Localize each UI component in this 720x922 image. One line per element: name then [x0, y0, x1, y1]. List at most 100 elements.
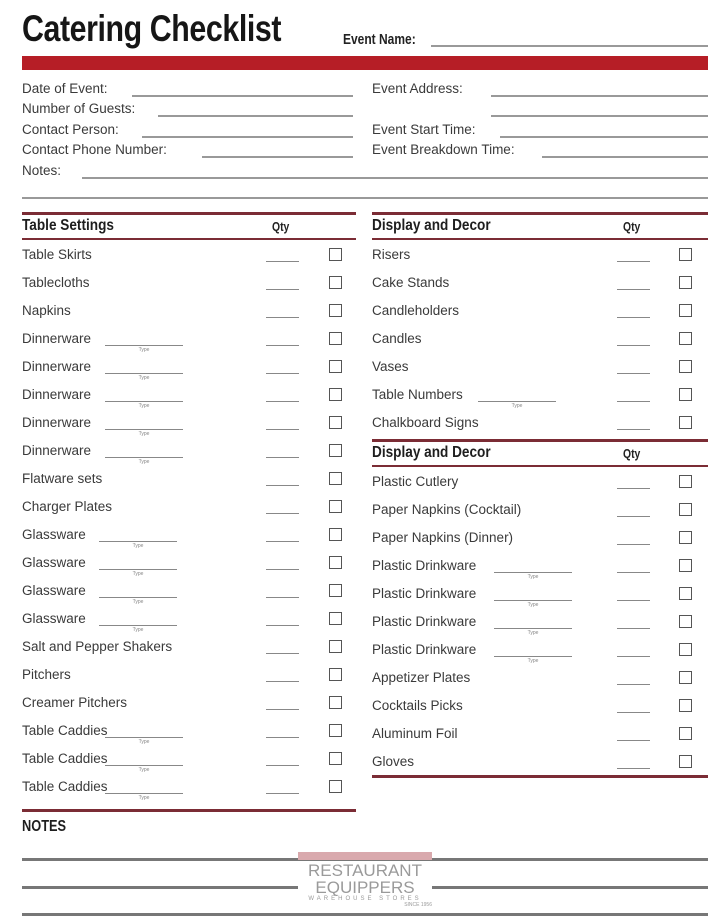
checkbox[interactable]	[329, 752, 342, 765]
qty-field[interactable]	[266, 373, 299, 374]
checkbox[interactable]	[679, 304, 692, 317]
qty-field[interactable]	[266, 485, 299, 486]
checkbox[interactable]	[679, 531, 692, 544]
qty-field[interactable]	[266, 765, 299, 766]
qty-field[interactable]	[266, 709, 299, 710]
checkbox[interactable]	[679, 503, 692, 516]
type-field[interactable]	[105, 737, 183, 738]
type-field[interactable]	[105, 793, 183, 794]
checkbox[interactable]	[329, 780, 342, 793]
type-field[interactable]	[105, 373, 183, 374]
checkbox[interactable]	[329, 668, 342, 681]
checkbox[interactable]	[679, 559, 692, 572]
checkbox[interactable]	[679, 360, 692, 373]
qty-field[interactable]	[266, 541, 299, 542]
checkbox[interactable]	[329, 332, 342, 345]
qty-field[interactable]	[617, 628, 650, 629]
type-field[interactable]	[105, 401, 183, 402]
checkbox[interactable]	[329, 500, 342, 513]
contact-person-field[interactable]	[142, 136, 353, 138]
type-field[interactable]	[105, 457, 183, 458]
qty-field[interactable]	[266, 597, 299, 598]
qty-field[interactable]	[266, 625, 299, 626]
event-breakdown-time-field[interactable]	[542, 156, 708, 158]
event-address-field[interactable]	[491, 95, 708, 97]
qty-field[interactable]	[617, 656, 650, 657]
qty-field[interactable]	[617, 740, 650, 741]
qty-field[interactable]	[617, 373, 650, 374]
checkbox[interactable]	[329, 528, 342, 541]
qty-field[interactable]	[617, 516, 650, 517]
qty-field[interactable]	[266, 345, 299, 346]
qty-field[interactable]	[266, 401, 299, 402]
type-field[interactable]	[494, 656, 572, 657]
checkbox[interactable]	[679, 276, 692, 289]
qty-field[interactable]	[266, 569, 299, 570]
checkbox[interactable]	[329, 472, 342, 485]
qty-field[interactable]	[617, 429, 650, 430]
qty-field[interactable]	[617, 345, 650, 346]
date-of-event-field[interactable]	[132, 95, 353, 97]
checkbox[interactable]	[329, 304, 342, 317]
qty-field[interactable]	[617, 684, 650, 685]
checkbox[interactable]	[329, 416, 342, 429]
checkbox[interactable]	[329, 248, 342, 261]
checkbox[interactable]	[679, 699, 692, 712]
qty-field[interactable]	[266, 653, 299, 654]
qty-field[interactable]	[266, 317, 299, 318]
type-field[interactable]	[494, 572, 572, 573]
qty-field[interactable]	[617, 488, 650, 489]
type-field[interactable]	[99, 541, 177, 542]
notes-field-2[interactable]	[22, 197, 708, 199]
checkbox[interactable]	[679, 727, 692, 740]
qty-field[interactable]	[266, 681, 299, 682]
qty-field[interactable]	[617, 544, 650, 545]
checkbox[interactable]	[679, 248, 692, 261]
qty-field[interactable]	[617, 712, 650, 713]
checkbox[interactable]	[679, 388, 692, 401]
checkbox[interactable]	[679, 416, 692, 429]
type-field[interactable]	[478, 401, 556, 402]
type-field[interactable]	[99, 569, 177, 570]
checkbox[interactable]	[679, 615, 692, 628]
qty-field[interactable]	[266, 737, 299, 738]
qty-field[interactable]	[266, 793, 299, 794]
number-of-guests-field[interactable]	[158, 115, 353, 117]
checkbox[interactable]	[679, 475, 692, 488]
type-field[interactable]	[494, 628, 572, 629]
qty-field[interactable]	[617, 317, 650, 318]
checkbox[interactable]	[329, 724, 342, 737]
qty-field[interactable]	[617, 768, 650, 769]
event-name-field[interactable]	[431, 45, 708, 47]
qty-field[interactable]	[617, 600, 650, 601]
qty-field[interactable]	[266, 289, 299, 290]
checkbox[interactable]	[679, 643, 692, 656]
checkbox[interactable]	[329, 276, 342, 289]
checkbox[interactable]	[329, 444, 342, 457]
type-field[interactable]	[105, 345, 183, 346]
qty-field[interactable]	[266, 429, 299, 430]
checkbox[interactable]	[679, 755, 692, 768]
qty-field[interactable]	[266, 457, 299, 458]
checkbox[interactable]	[329, 584, 342, 597]
qty-field[interactable]	[617, 289, 650, 290]
checkbox[interactable]	[679, 587, 692, 600]
type-field[interactable]	[99, 597, 177, 598]
checkbox[interactable]	[679, 332, 692, 345]
checkbox[interactable]	[329, 388, 342, 401]
checkbox[interactable]	[329, 612, 342, 625]
qty-field[interactable]	[617, 401, 650, 402]
qty-field[interactable]	[617, 572, 650, 573]
type-field[interactable]	[105, 765, 183, 766]
checkbox[interactable]	[679, 671, 692, 684]
contact-phone-field[interactable]	[202, 156, 353, 158]
checkbox[interactable]	[329, 696, 342, 709]
event-address-field-2[interactable]	[491, 115, 708, 117]
event-start-time-field[interactable]	[500, 136, 708, 138]
type-field[interactable]	[105, 429, 183, 430]
qty-field[interactable]	[266, 261, 299, 262]
qty-field[interactable]	[266, 513, 299, 514]
type-field[interactable]	[494, 600, 572, 601]
notes-line[interactable]	[22, 913, 708, 916]
checkbox[interactable]	[329, 360, 342, 373]
